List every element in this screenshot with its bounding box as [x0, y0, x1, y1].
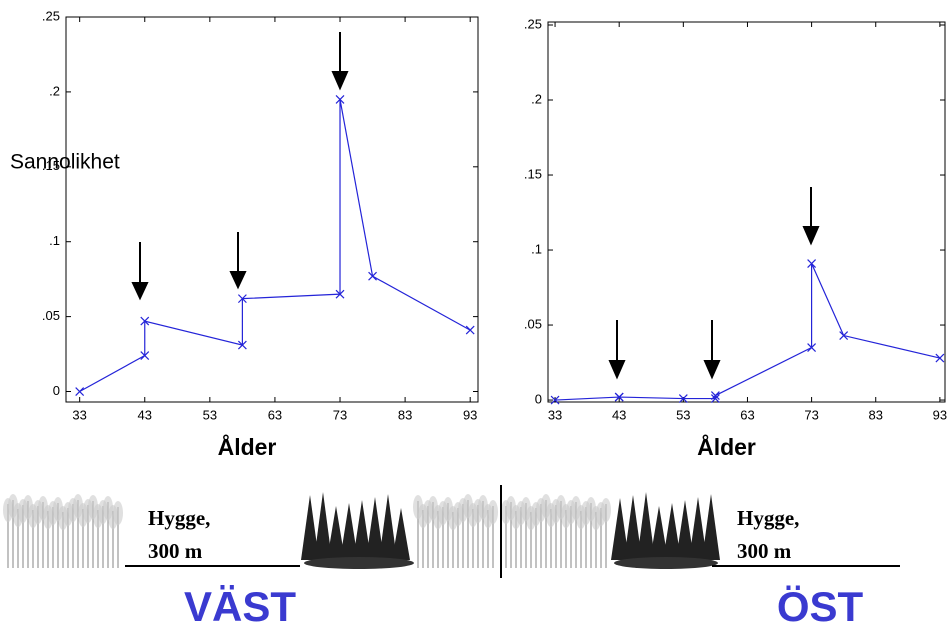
region-label: ÖST [777, 583, 864, 630]
y-tick-label: 0 [53, 383, 60, 398]
y-tick-label: .1 [531, 241, 542, 256]
y-axis-label: Sannolikhet [10, 151, 120, 174]
data-point [614, 392, 624, 402]
conifer [340, 503, 358, 560]
conifer [314, 492, 332, 560]
x-axis-label: Ålder [218, 433, 277, 460]
x-tick-label: 63 [268, 407, 282, 422]
conifer [702, 494, 720, 560]
conifer [676, 500, 694, 560]
data-point [335, 289, 345, 299]
birch-crown [601, 498, 611, 522]
y-tick-label: .05 [42, 308, 60, 323]
y-tick-label: .15 [524, 166, 542, 181]
arrows [131, 32, 820, 380]
x-tick-label: 73 [804, 407, 818, 422]
y-tick-label: .05 [524, 316, 542, 331]
conifer [663, 503, 681, 560]
birch-crown [488, 500, 498, 524]
x-tick-label: 43 [612, 407, 626, 422]
data-point [335, 94, 345, 104]
birch-crown [113, 501, 123, 525]
data-point [140, 351, 150, 360]
data-point [710, 391, 720, 400]
clearcut-distance: 300 m [148, 539, 203, 563]
y-tick-label: .25 [42, 8, 60, 23]
conifer [637, 492, 655, 560]
x-tick-label: 53 [676, 407, 690, 422]
x-tick-label: 83 [868, 407, 882, 422]
x-tick-label: 93 [933, 407, 947, 422]
data-point [839, 331, 849, 340]
x-tick-label: 43 [138, 407, 152, 422]
data-point [75, 387, 85, 396]
conifer [611, 498, 629, 560]
x-tick-label: 63 [740, 407, 754, 422]
data-point [237, 294, 247, 304]
conifer [301, 495, 319, 560]
ground [304, 557, 414, 569]
conifer [366, 497, 384, 560]
data-line [79, 99, 471, 393]
data-point [807, 343, 817, 352]
clearcut-distance: 300 m [737, 539, 792, 563]
conifer [327, 506, 345, 560]
x-axis-label: Ålder [697, 433, 756, 460]
x-tick-label: 33 [72, 407, 86, 422]
data-point [550, 395, 560, 405]
y-tick-label: .15 [42, 158, 60, 173]
conifer [650, 506, 668, 560]
data-point [935, 353, 945, 363]
clearcut-label: Hygge, [148, 506, 210, 530]
y-tick-label: .2 [531, 91, 542, 106]
conifer [689, 497, 707, 560]
y-tick-label: 0 [535, 391, 542, 406]
conifer [379, 494, 397, 560]
region-label: VÄST [184, 583, 296, 630]
plot-frame [547, 21, 946, 403]
x-tick-label: 33 [548, 407, 562, 422]
x-tick-label: 93 [463, 407, 477, 422]
plot-frame [65, 16, 479, 403]
data-point [465, 325, 475, 335]
conifer [353, 500, 371, 560]
data-point [807, 259, 817, 268]
x-tick-label: 53 [203, 407, 217, 422]
data-point [237, 340, 247, 350]
x-tick-label: 83 [398, 407, 412, 422]
forest-illustration [3, 492, 720, 569]
conifer [392, 508, 410, 560]
data-point [140, 316, 150, 326]
data-point [710, 394, 720, 403]
x-tick-label: 73 [333, 407, 347, 422]
y-tick-label: .1 [49, 233, 60, 248]
y-tick-label: .25 [524, 16, 542, 31]
y-tick-label: .2 [49, 83, 60, 98]
data-line [555, 263, 941, 401]
data-point [678, 394, 688, 403]
data-point [368, 271, 377, 281]
conifer [624, 495, 642, 560]
ground [614, 557, 718, 569]
clearcut-label: Hygge, [737, 506, 799, 530]
